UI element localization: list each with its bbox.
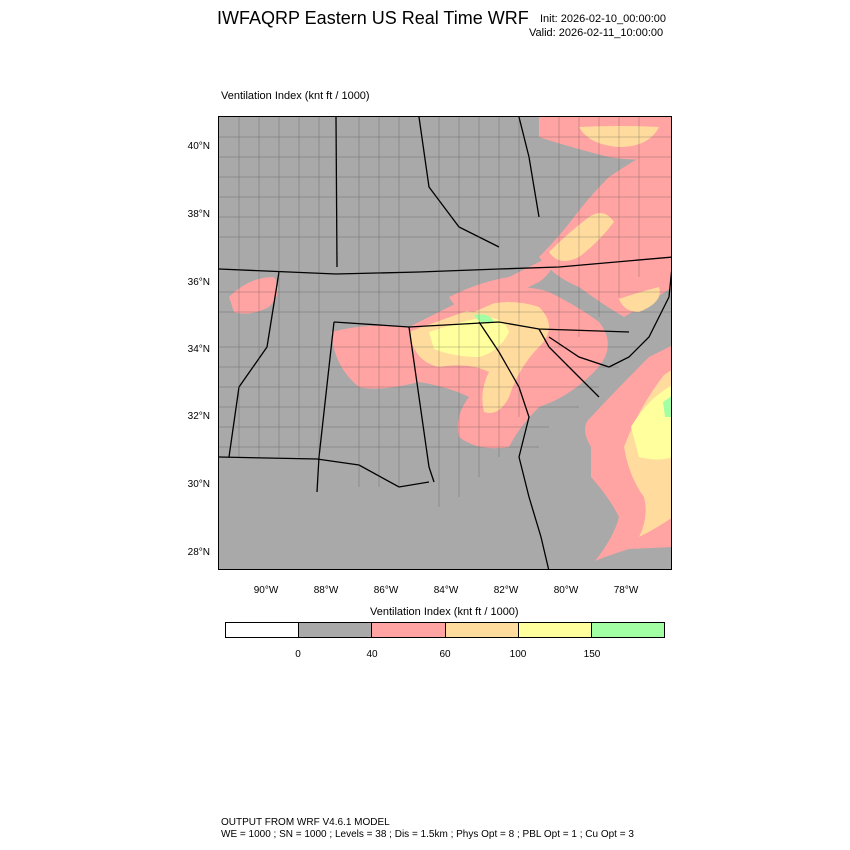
colorbar-title: Ventilation Index (knt ft / 1000) [370,606,519,618]
colorbar-tick: 40 [366,649,378,660]
lon-label-86: 86°W [373,585,399,596]
footer-config: WE = 1000 ; SN = 1000 ; Levels = 38 ; Di… [221,829,634,840]
map-graphic [219,117,671,569]
map-title: IWFAQRP Eastern US Real Time WRF [217,8,529,28]
lat-label-40: 40°N [187,141,210,152]
colorbar-swatch [445,623,519,637]
lon-label-90: 90°W [253,585,279,596]
colorbar-tick: 60 [439,649,451,660]
lat-label-30: 30°N [187,479,210,490]
lon-label-88: 88°W [313,585,339,596]
lon-label-80: 80°W [553,585,579,596]
colorbar-swatch [518,623,592,637]
colorbar-tick: 150 [583,649,601,660]
valid-time: Valid: 2026-02-11_10:00:00 [529,27,664,39]
lat-label-32: 32°N [187,411,210,422]
footer-model: OUTPUT FROM WRF V4.6.1 MODEL [221,817,390,828]
lat-label-34: 34°N [187,344,210,355]
colorbar-tick: 100 [509,649,527,660]
colorbar-swatch [372,623,446,637]
lon-label-84: 84°W [433,585,459,596]
colorbar-swatch [591,623,665,637]
colorbar [225,622,665,638]
atlantic-shading [585,346,671,561]
map-panel [218,116,672,570]
lat-label-38: 38°N [187,209,210,220]
colorbar-tick: 0 [295,649,301,660]
lat-label-28: 28°N [187,547,210,558]
lon-label-82: 82°W [493,585,519,596]
init-time: Init: 2026-02-10_00:00:00 [540,13,666,25]
colorbar-swatch [299,623,373,637]
colorbar-swatch [226,623,300,637]
field-label: Ventilation Index (knt ft / 1000) [221,90,370,102]
lon-label-78: 78°W [613,585,639,596]
lat-label-36: 36°N [187,277,210,288]
county-lines [219,117,671,507]
